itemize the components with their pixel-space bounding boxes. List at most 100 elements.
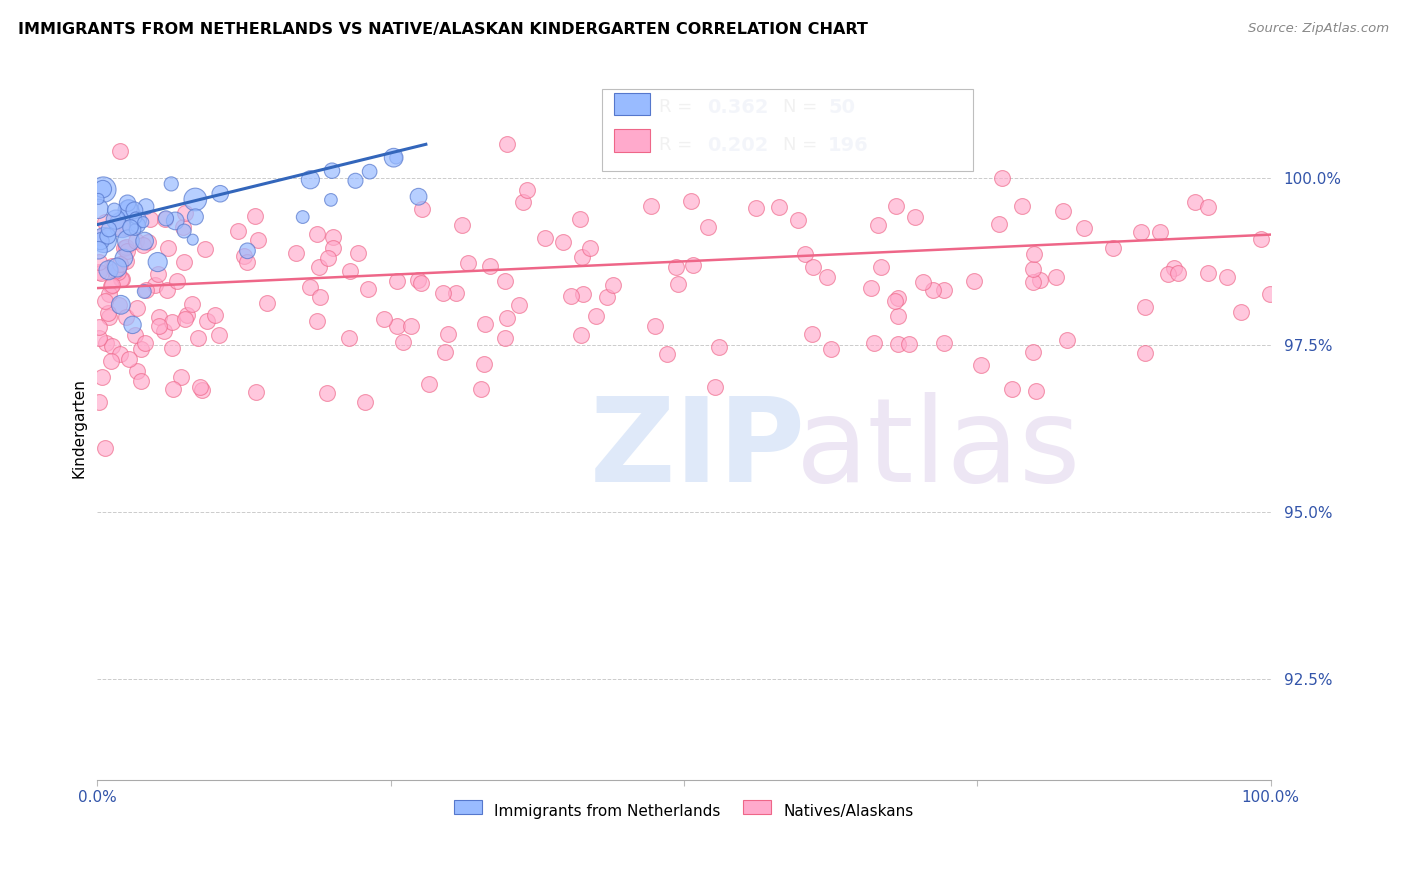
- Point: [291, 210, 314, 224]
- Point: [87, 230, 110, 244]
- Point: [987, 217, 1010, 231]
- Point: [815, 270, 838, 285]
- Point: [135, 283, 157, 297]
- Point: [115, 254, 138, 268]
- Point: [117, 196, 139, 211]
- Point: [1024, 247, 1046, 261]
- Point: [134, 336, 156, 351]
- Point: [508, 297, 530, 311]
- Point: [94, 294, 117, 309]
- Point: [135, 200, 157, 214]
- Point: [1073, 221, 1095, 235]
- Point: [911, 275, 934, 289]
- Point: [108, 298, 131, 312]
- Point: [298, 279, 321, 293]
- Point: [100, 259, 122, 273]
- Text: R =: R =: [659, 136, 699, 153]
- Point: [104, 212, 127, 227]
- Point: [745, 201, 768, 215]
- Point: [108, 346, 131, 360]
- Point: [1133, 300, 1156, 314]
- Point: [571, 287, 593, 301]
- Point: [125, 234, 148, 248]
- Point: [1052, 203, 1074, 218]
- Point: [657, 347, 679, 361]
- Point: [794, 247, 817, 261]
- Point: [115, 244, 138, 259]
- Y-axis label: Kindergarten: Kindergarten: [72, 378, 86, 478]
- Point: [117, 203, 139, 218]
- Text: R =: R =: [659, 98, 699, 116]
- Point: [103, 202, 125, 217]
- Point: [115, 310, 138, 324]
- Point: [347, 246, 370, 260]
- Point: [247, 234, 270, 248]
- Point: [87, 395, 110, 409]
- Point: [87, 255, 110, 269]
- Point: [124, 222, 146, 236]
- Point: [176, 308, 198, 322]
- Point: [665, 260, 688, 274]
- Point: [155, 211, 177, 226]
- Point: [94, 441, 117, 455]
- Point: [904, 211, 927, 225]
- Point: [1102, 241, 1125, 255]
- Point: [305, 227, 328, 242]
- Point: [91, 182, 114, 196]
- Point: [90, 370, 112, 384]
- Point: [373, 312, 395, 326]
- Point: [1011, 199, 1033, 213]
- Point: [125, 211, 148, 225]
- Point: [160, 177, 183, 191]
- Point: [181, 296, 204, 310]
- Point: [166, 274, 188, 288]
- Point: [127, 218, 149, 232]
- Point: [115, 220, 138, 235]
- Point: [136, 235, 159, 249]
- Point: [162, 383, 184, 397]
- Point: [97, 229, 120, 244]
- Point: [112, 251, 135, 265]
- Point: [1021, 275, 1043, 289]
- Point: [245, 384, 267, 399]
- Point: [433, 345, 456, 359]
- Point: [110, 298, 132, 312]
- Point: [94, 215, 117, 229]
- Text: 0.362: 0.362: [707, 98, 769, 117]
- Point: [560, 289, 582, 303]
- Point: [1022, 345, 1045, 359]
- Point: [1197, 266, 1219, 280]
- Point: [112, 241, 135, 255]
- Point: [208, 327, 231, 342]
- Point: [1022, 261, 1045, 276]
- Point: [585, 309, 607, 323]
- Point: [153, 324, 176, 338]
- Point: [495, 137, 517, 152]
- Point: [319, 193, 342, 207]
- Point: [1258, 287, 1281, 301]
- Point: [534, 231, 557, 245]
- Point: [125, 364, 148, 378]
- Point: [886, 309, 908, 323]
- Point: [682, 258, 704, 272]
- Point: [153, 211, 176, 226]
- Point: [299, 173, 322, 187]
- Point: [245, 209, 267, 223]
- Point: [87, 265, 110, 279]
- Point: [232, 249, 254, 263]
- Point: [898, 337, 921, 351]
- Point: [170, 369, 193, 384]
- Point: [470, 382, 492, 396]
- Point: [869, 260, 891, 274]
- Point: [551, 235, 574, 249]
- Point: [91, 183, 114, 197]
- Point: [703, 380, 725, 394]
- Point: [204, 308, 226, 322]
- Point: [316, 252, 339, 266]
- Point: [478, 259, 501, 273]
- Point: [129, 342, 152, 356]
- Point: [97, 222, 120, 236]
- Point: [138, 211, 160, 226]
- Point: [884, 199, 907, 213]
- Point: [768, 200, 790, 214]
